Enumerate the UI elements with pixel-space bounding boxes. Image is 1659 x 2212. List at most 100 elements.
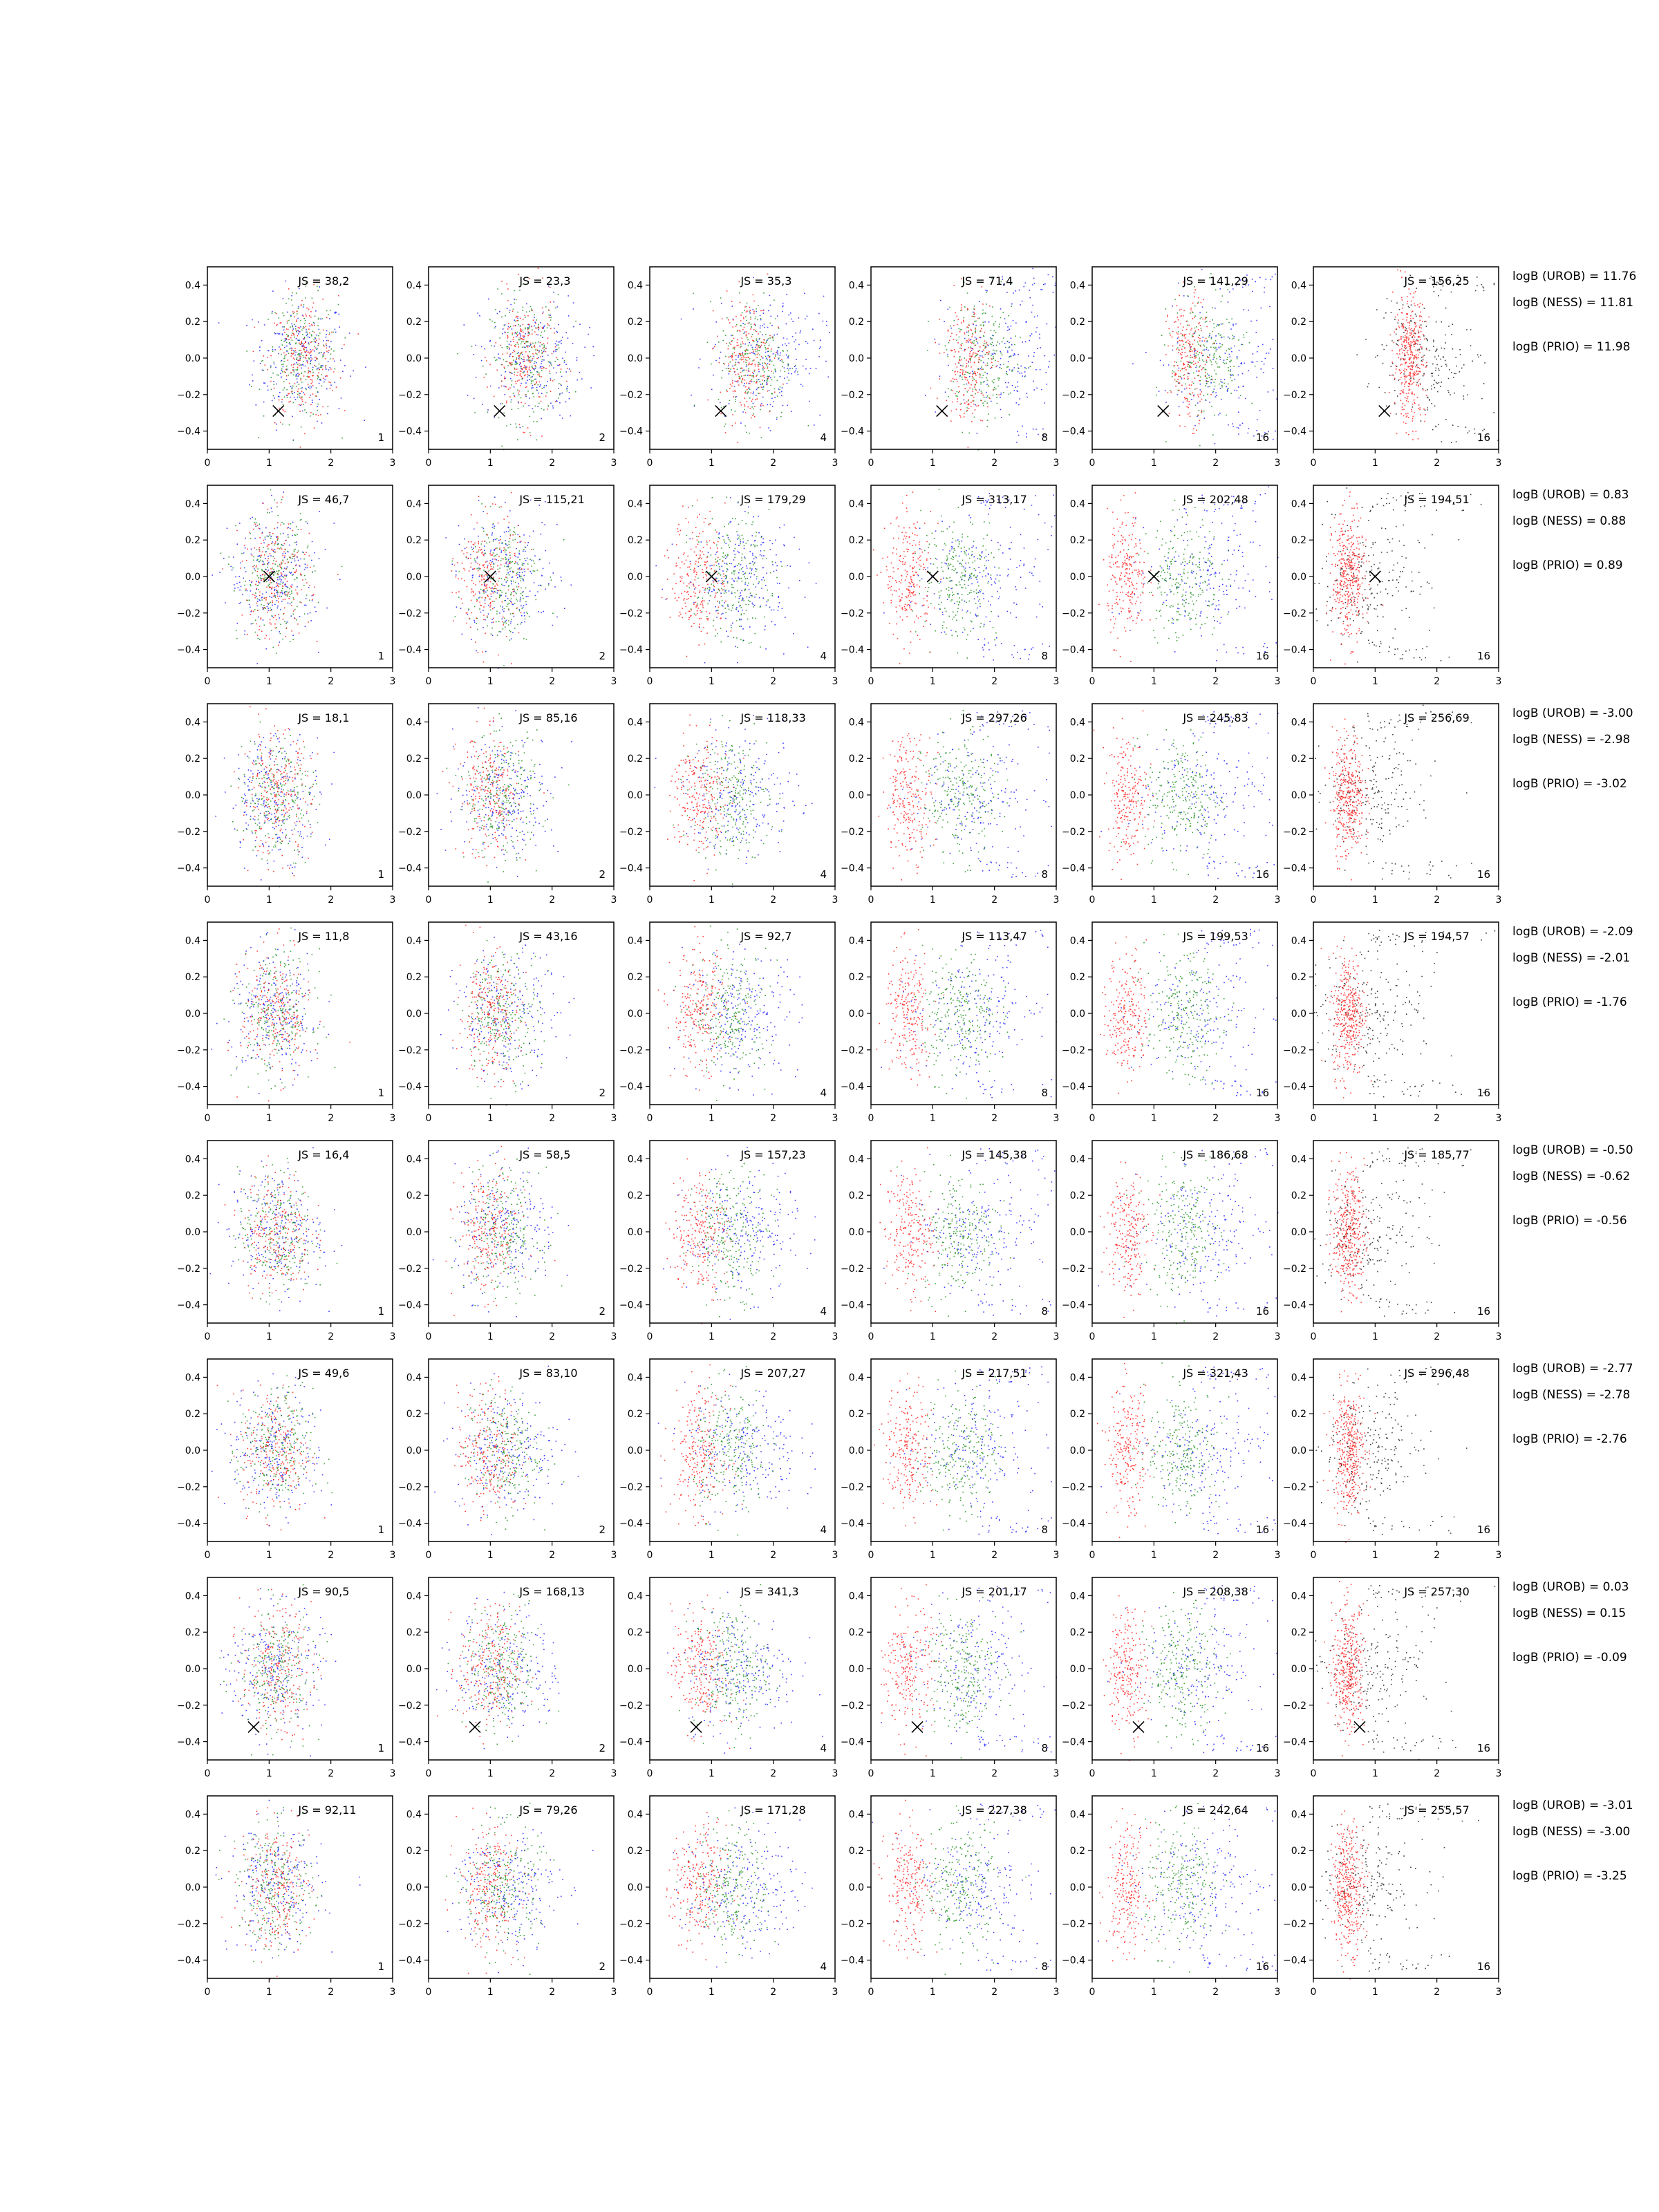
x-tick-label: 0 (426, 894, 432, 906)
x-tick-label: 0 (205, 1768, 211, 1779)
scatter-points (1093, 710, 1279, 880)
column-count-label: 2 (599, 1742, 606, 1754)
x-tick-label: 0 (868, 1113, 874, 1124)
x-tick-label: 1 (487, 1768, 494, 1779)
x-tick-label: 2 (770, 458, 776, 469)
column-count-label: 16 (1477, 1087, 1490, 1099)
logb-label: logB (UROB) = -3.01 (1512, 1799, 1633, 1812)
js-label: JS = 38,2 (297, 274, 349, 288)
column-count-label: 16 (1256, 650, 1269, 662)
y-tick-label: 0.0 (406, 1664, 422, 1675)
y-tick-label: −0.2 (398, 608, 422, 619)
y-tick-label: 0.4 (849, 280, 864, 291)
x-tick-label: 0 (205, 1987, 211, 1998)
subplot-r4-c1: 0.4 0.2 0.0 −0.2 −0.4 0 1 2 3 JS = 11,8 1 (177, 921, 395, 1124)
scatter-points (1315, 1803, 1479, 1980)
y-tick-label: −0.4 (841, 1737, 864, 1748)
x-tick-label: 1 (1372, 1331, 1378, 1342)
truth-marker (469, 1721, 481, 1734)
y-tick-label: 0.2 (849, 1190, 864, 1201)
column-count-label: 8 (1041, 868, 1048, 881)
subplot-r5-c1: 0.4 0.2 0.0 −0.2 −0.4 0 1 2 3 JS = 16,4 1 (177, 1140, 395, 1342)
y-tick-label: 0.2 (849, 535, 864, 546)
x-tick-label: 1 (709, 676, 715, 687)
js-label: JS = 83,10 (518, 1367, 577, 1380)
js-label: JS = 113,47 (961, 930, 1027, 943)
y-tick-label: −0.2 (1062, 1482, 1085, 1493)
column-count-label: 16 (1256, 1742, 1269, 1754)
y-tick-label: −0.2 (1062, 1700, 1085, 1712)
subplot-r2-c6: 0.4 0.2 0.0 −0.2 −0.4 0 1 2 3 JS = 194,51 16 (1283, 485, 1501, 687)
x-tick-label: 1 (487, 676, 494, 687)
y-tick-label: −0.2 (1283, 1919, 1306, 1930)
logb-label: logB (PRIO) = 11.98 (1512, 340, 1631, 354)
y-tick-label: −0.4 (619, 1082, 643, 1093)
scatter-series-1 (1314, 1147, 1472, 1317)
y-tick-label: −0.2 (841, 390, 864, 401)
scatter-points (657, 926, 803, 1101)
scatter-points (680, 273, 830, 443)
x-tick-label: 2 (1434, 1113, 1440, 1124)
column-count-label: 4 (820, 868, 827, 881)
x-tick-label: 2 (991, 1113, 997, 1124)
y-tick-label: −0.4 (619, 1519, 643, 1530)
x-tick-label: 3 (1053, 1550, 1060, 1561)
y-tick-label: −0.2 (1062, 1919, 1085, 1930)
x-tick-label: 0 (426, 1113, 432, 1124)
y-tick-label: 0.4 (628, 498, 643, 509)
x-tick-label: 1 (266, 458, 272, 469)
x-tick-label: 1 (266, 1768, 272, 1779)
subplot-r5-c6: 0.4 0.2 0.0 −0.2 −0.4 0 1 2 3 JS = 185,77 16 (1283, 1140, 1501, 1342)
subplot-r3-c4: 0.4 0.2 0.0 −0.2 −0.4 0 1 2 3 JS = 297,26 8 (841, 703, 1059, 906)
y-tick-label: 0.0 (1291, 1227, 1306, 1238)
x-tick-label: 1 (930, 1768, 936, 1779)
y-tick-label: 0.0 (185, 790, 200, 801)
x-tick-label: 3 (611, 1768, 617, 1779)
y-tick-label: −0.4 (177, 427, 200, 438)
js-label: JS = 58,5 (518, 1148, 570, 1161)
y-tick-label: −0.4 (1283, 1519, 1306, 1530)
y-tick-label: −0.2 (619, 1700, 643, 1712)
y-tick-label: 0.4 (849, 935, 864, 946)
x-tick-label: 2 (549, 1550, 555, 1561)
scatter-series-1 (654, 715, 813, 888)
column-count-label: 16 (1477, 1960, 1490, 1973)
x-tick-label: 0 (868, 676, 874, 687)
scatter-series-3 (1093, 710, 1155, 880)
x-tick-label: 0 (1089, 894, 1096, 906)
y-tick-label: 0.4 (628, 1154, 643, 1165)
y-tick-label: 0.2 (849, 1627, 864, 1638)
x-tick-label: 3 (832, 1987, 838, 1998)
y-tick-label: 0.0 (628, 1227, 643, 1238)
x-tick-label: 0 (868, 1987, 874, 1998)
scatter-series-3 (483, 268, 572, 437)
logb-label: logB (PRIO) = -3.25 (1512, 1869, 1627, 1883)
y-tick-label: −0.4 (398, 1956, 422, 1967)
y-tick-label: 0.4 (406, 935, 422, 946)
subplot-r3-c1: 0.4 0.2 0.0 −0.2 −0.4 0 1 2 3 JS = 18,1 1 (177, 703, 395, 906)
logb-label: logB (NESS) = -2.78 (1512, 1388, 1631, 1402)
x-tick-label: 3 (1275, 458, 1281, 469)
y-tick-label: −0.4 (1283, 427, 1306, 438)
scatter-points (1315, 1581, 1496, 1761)
column-count-label: 2 (599, 1960, 606, 1973)
x-tick-label: 0 (1089, 676, 1096, 687)
x-tick-label: 1 (266, 676, 272, 687)
js-label: JS = 11,8 (297, 930, 349, 943)
y-tick-label: 0.2 (628, 753, 643, 765)
scatter-series-2 (912, 489, 1000, 659)
subplot-r7-c1: 0.4 0.2 0.0 −0.2 −0.4 0 1 2 3 JS = 90,5 1 (177, 1577, 395, 1779)
y-tick-label: 0.4 (1291, 1154, 1306, 1165)
x-tick-label: 1 (1372, 1113, 1378, 1124)
js-label: JS = 185,77 (1403, 1148, 1469, 1161)
logb-label: logB (PRIO) = -3.02 (1512, 777, 1627, 791)
js-label: JS = 202,48 (1182, 493, 1248, 506)
y-tick-label: −0.2 (177, 1482, 200, 1493)
y-tick-label: 0.2 (406, 1846, 422, 1857)
subplot-r6-c3: 0.4 0.2 0.0 −0.2 −0.4 0 1 2 3 JS = 207,27 4 (619, 1358, 838, 1561)
y-tick-label: 0.2 (628, 972, 643, 983)
js-label: JS = 118,33 (740, 711, 805, 724)
subplot-r8-c6: 0.4 0.2 0.0 −0.2 −0.4 0 1 2 3 JS = 255,57 16 (1283, 1795, 1501, 1998)
y-tick-label: −0.2 (398, 1264, 422, 1275)
x-tick-label: 2 (1212, 1331, 1219, 1342)
